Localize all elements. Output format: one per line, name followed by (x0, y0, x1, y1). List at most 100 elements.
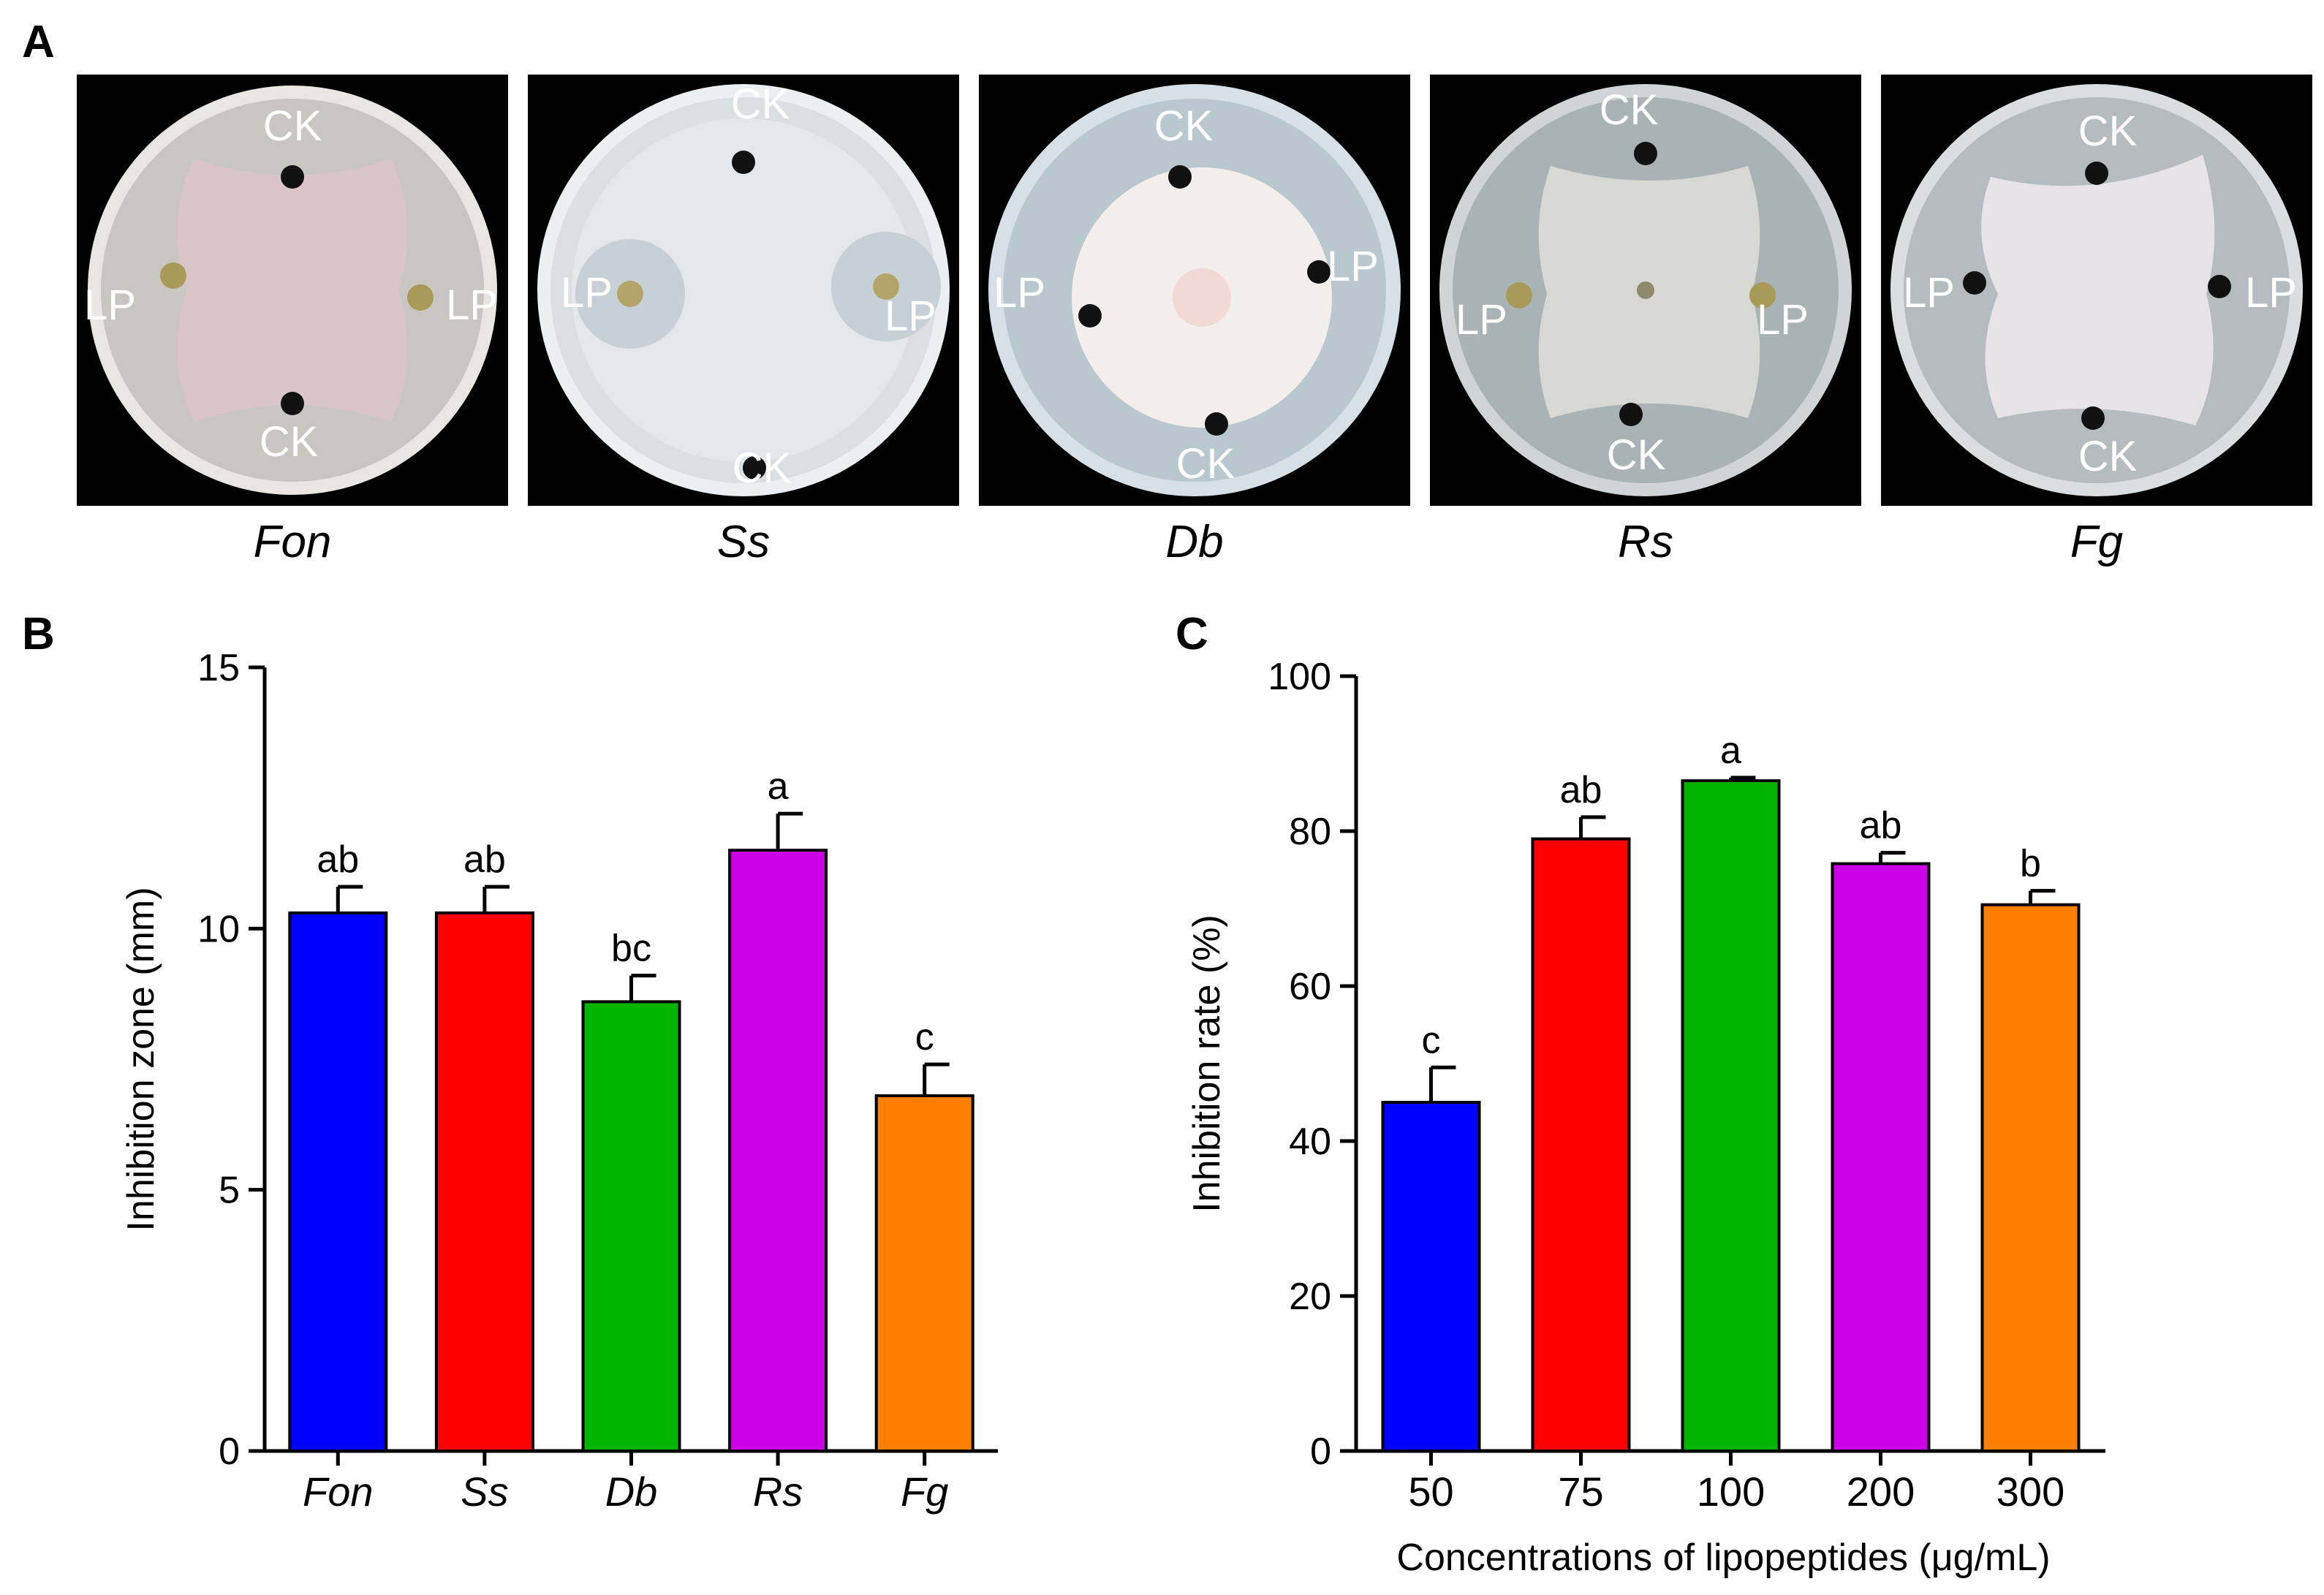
panel-letter-c: C (1176, 609, 1208, 659)
plate-caption-rs: Rs (1618, 517, 1673, 567)
well-lp-right (873, 273, 899, 300)
fungal-colony (177, 159, 408, 422)
significance-label: ab (1860, 805, 1902, 847)
well-ck-top (1168, 165, 1192, 189)
well-lp-right (1749, 282, 1776, 308)
panel-a: A CK CK LP LP Fon (22, 17, 2312, 567)
well-lp-left (1963, 271, 1986, 295)
well-lp-left (617, 281, 643, 307)
bar (1531, 837, 1631, 1452)
plate-label-bottom: CK (2078, 433, 2138, 480)
well-lp-left (1506, 282, 1532, 308)
bar (1831, 862, 1931, 1452)
plate-rs: CK CK LP LP (1430, 75, 1861, 506)
well-ck-bottom (2081, 406, 2105, 430)
colony-center (1173, 268, 1231, 327)
plate-label-top: CK (1154, 102, 1214, 150)
y-tick-label: 0 (219, 1431, 240, 1473)
x-axis-title: Concentrations of lipopeptides (μg/mL) (1396, 1537, 2050, 1579)
significance-label: a (768, 765, 789, 808)
well-lp-right (1307, 260, 1331, 284)
chart-c: 0 20 40 60 80 100 Inhibition rate (%) c 50 ab 75 a 1… (1186, 656, 2105, 1579)
plate-label-bottom: CK (1176, 440, 1235, 488)
fungal-colony (1981, 155, 2215, 425)
well-lp-right (407, 284, 434, 311)
well-lp-left (160, 262, 186, 289)
significance-label: bc (611, 928, 651, 970)
well-ck-bottom (743, 456, 766, 480)
x-category-label: 75 (1558, 1469, 1603, 1515)
y-tick-label: 80 (1289, 811, 1331, 853)
plate-label-right: LP (1757, 296, 1809, 344)
x-category-label: Fg (901, 1469, 948, 1515)
plate-caption-fon: Fon (254, 517, 332, 567)
plate-label-right: LP (2245, 269, 2297, 317)
plate-label-bottom: CK (733, 444, 792, 492)
y-axis-title: Inhibition rate (%) (1186, 914, 1228, 1213)
well-ck-bottom (1619, 403, 1643, 426)
well-lp-right (2208, 275, 2231, 298)
plate-label-right: LP (885, 292, 936, 340)
y-tick-label: 20 (1289, 1276, 1331, 1318)
plate-label-left: LP (1456, 296, 1507, 344)
y-tick-label: 15 (197, 647, 240, 689)
significance-label: c (915, 1016, 934, 1058)
inoculum-center (1637, 281, 1654, 299)
x-category-label: 300 (1996, 1469, 2064, 1515)
x-category-label: Db (605, 1469, 658, 1515)
well-ck-top (281, 165, 304, 189)
significance-label: a (1720, 730, 1741, 772)
bar (1980, 903, 2081, 1452)
y-tick-label: 5 (219, 1170, 240, 1212)
plate-label-left: LP (993, 269, 1045, 317)
x-category-label: 100 (1697, 1469, 1765, 1515)
panel-letter-a: A (22, 17, 55, 67)
plate-caption-fg: Fg (2070, 517, 2123, 567)
well-ck-bottom (281, 392, 304, 415)
x-category-label: Ss (461, 1469, 508, 1515)
bar (581, 1000, 681, 1453)
x-category-label: Fon (303, 1469, 374, 1515)
plate-label-top: CK (731, 80, 790, 128)
bar (434, 911, 534, 1452)
well-ck-top (1634, 142, 1657, 165)
bar (288, 911, 388, 1452)
plate-fon: CK CK LP LP (77, 75, 508, 506)
well-ck-top (732, 151, 755, 174)
y-tick-label: 60 (1289, 966, 1331, 1008)
significance-label: ab (317, 838, 359, 881)
chart-b: 0 5 10 15 Inhibition zone (mm) ab Fon ab Ss bc Db a… (120, 647, 998, 1515)
x-category-label: 200 (1847, 1469, 1915, 1515)
y-axis-title: Inhibition zone (mm) (120, 887, 162, 1231)
plate-label-top: CK (2078, 107, 2138, 155)
plate-caption-ss: Ss (717, 517, 770, 567)
plate-label-bottom: CK (1607, 431, 1666, 479)
significance-label: ab (463, 838, 506, 881)
plate-label-right: LP (446, 281, 498, 329)
plate-label-left: LP (1903, 269, 1955, 317)
significance-label: ab (1560, 769, 1602, 811)
plate-db: CK CK LP LP (979, 75, 1410, 506)
y-tick-label: 100 (1268, 656, 1331, 698)
plate-label-top: CK (263, 102, 322, 150)
bar (1681, 779, 1781, 1452)
well-ck-top (2085, 162, 2108, 185)
significance-label: c (1422, 1019, 1441, 1061)
panel-letter-b: B (22, 609, 55, 659)
plate-label-left: LP (84, 281, 136, 329)
plate-fg: CK CK LP LP (1881, 75, 2312, 506)
bar (728, 849, 828, 1452)
fungal-colony (572, 118, 915, 462)
plate-label-top: CK (1600, 86, 1659, 134)
plate-label-left: LP (561, 269, 613, 317)
plate-label-right: LP (1327, 243, 1379, 290)
well-lp-left (1078, 304, 1102, 327)
bar (1381, 1101, 1481, 1452)
x-category-label: 50 (1408, 1469, 1453, 1515)
y-tick-label: 0 (1310, 1431, 1331, 1473)
y-tick-label: 10 (197, 908, 240, 950)
x-category-label: Rs (753, 1469, 803, 1515)
y-tick-label: 40 (1289, 1121, 1331, 1163)
plate-caption-db: Db (1165, 517, 1223, 567)
